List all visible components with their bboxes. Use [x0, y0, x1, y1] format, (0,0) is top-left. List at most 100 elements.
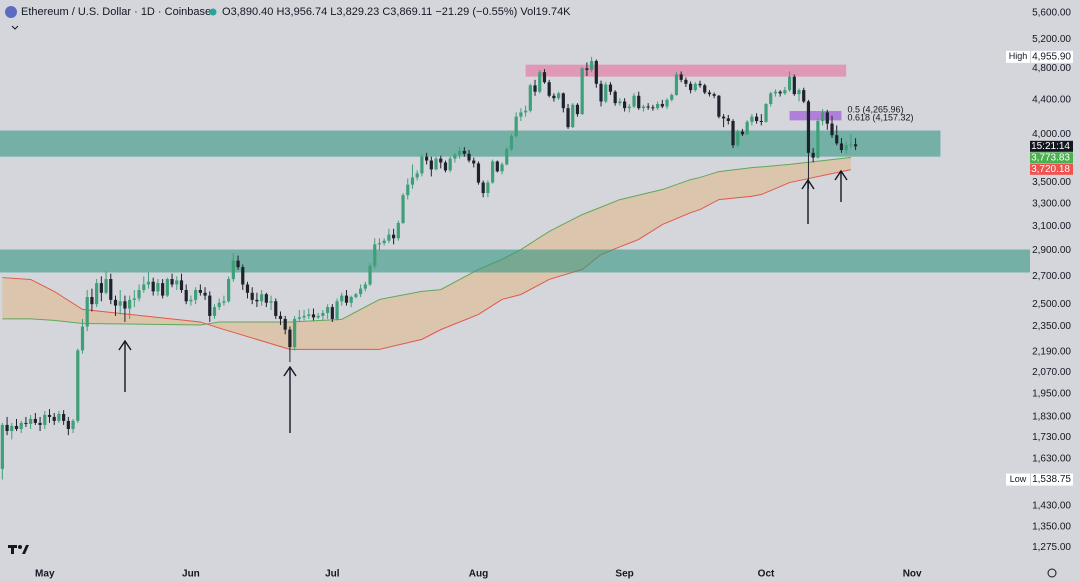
zone: [525, 64, 847, 77]
candle-body: [5, 424, 9, 432]
candle-body: [750, 116, 754, 122]
candle-body: [773, 91, 778, 94]
candle-body: [853, 144, 858, 147]
status-value: 3,956.74: [284, 6, 327, 18]
candle-body: [764, 103, 768, 122]
candle-body: [198, 289, 202, 293]
candle-body: [288, 329, 292, 348]
candle-body: [778, 91, 782, 94]
arrows: [118, 169, 848, 433]
settings-button[interactable]: [1047, 568, 1057, 578]
candle-body: [373, 244, 377, 266]
candle-body: [797, 90, 801, 95]
candle-body: [425, 156, 429, 161]
candle-body: [759, 120, 763, 122]
price-tag-label: 15:21:14: [1031, 141, 1070, 152]
collapse-chevron[interactable]: [11, 25, 19, 30]
candle-body: [118, 301, 122, 306]
candle-body: [335, 301, 339, 319]
candle-body: [707, 92, 712, 95]
candle-body: [29, 418, 33, 424]
candle-body: [646, 106, 650, 108]
candle-body: [443, 162, 448, 171]
y-tick-label: 1,430.00: [1032, 501, 1071, 512]
volume-key: Vol: [520, 6, 535, 18]
x-tick-label: Nov: [903, 569, 922, 580]
candle-body: [382, 240, 386, 244]
status-change: −21.29 (−0.55%): [435, 6, 517, 18]
x-tick-label: Aug: [469, 569, 488, 580]
candle-body: [674, 74, 679, 95]
volume-value: 19.74K: [536, 6, 572, 18]
candle-body: [491, 161, 495, 183]
candle-body: [519, 112, 523, 117]
candle-body: [406, 184, 410, 196]
candle-body: [736, 131, 740, 146]
candle-body: [278, 315, 283, 319]
candle-body: [585, 68, 589, 70]
cloud-line: [2, 169, 851, 350]
extreme-label: 1,538.75: [1032, 474, 1071, 485]
candle-body: [283, 318, 287, 330]
arrow-head: [834, 169, 848, 181]
candle-body: [839, 143, 844, 150]
candle-body: [825, 112, 829, 124]
candle-body: [302, 315, 306, 318]
extreme-label: 4,955.90: [1032, 51, 1071, 62]
candle-body: [66, 420, 70, 429]
status-key: C: [382, 6, 390, 18]
candle-body: [311, 314, 316, 318]
logo-part: [11, 545, 14, 554]
candle-body: [613, 91, 617, 104]
candle-body: [128, 299, 132, 309]
candle-body: [802, 90, 806, 102]
candle-body: [618, 101, 622, 104]
candle-body: [241, 267, 245, 285]
candle-body: [514, 116, 518, 137]
candle-body: [401, 195, 405, 223]
candle-body: [99, 283, 103, 293]
candle-body: [62, 413, 66, 421]
candle-body: [297, 317, 301, 319]
price-tag: [1030, 163, 1073, 175]
status-line: O3,890.40 H3,956.74 L3,829.23 C3,869.11 …: [222, 6, 571, 18]
candle-body: [90, 297, 94, 305]
candle-body: [330, 307, 334, 319]
extreme-box: [1031, 50, 1073, 63]
candle-body: [410, 177, 415, 185]
candle-body: [495, 161, 499, 172]
candle-body: [830, 123, 834, 136]
candle-body: [175, 280, 179, 285]
candle-body: [392, 234, 396, 239]
candles-layer: [0, 56, 858, 480]
status-value: 3,829.23: [336, 6, 379, 18]
candle-body: [754, 116, 759, 121]
candle-body: [557, 93, 561, 99]
candle-body: [274, 301, 278, 316]
y-tick-label: 2,350.00: [1032, 321, 1071, 332]
candle-body: [142, 284, 146, 290]
zone: [0, 130, 941, 157]
candle-body: [542, 72, 547, 83]
status-value: 3,869.11: [390, 6, 432, 18]
candle-body: [434, 158, 438, 170]
candle-body: [641, 106, 646, 109]
y-tick-label: 2,900.00: [1032, 245, 1071, 256]
y-tick-label: 1,950.00: [1032, 389, 1071, 400]
candle-body: [590, 60, 594, 70]
candle-body: [458, 150, 462, 155]
price-tag: [1030, 140, 1073, 152]
candle-body: [236, 260, 240, 268]
candle-body: [52, 416, 56, 421]
candle-body: [637, 95, 641, 109]
extreme-key-box: [1006, 50, 1030, 63]
candle-body: [170, 279, 174, 285]
candle-body: [264, 294, 268, 303]
price-tag-label: 3,773.83: [1031, 152, 1070, 163]
candle-body: [712, 94, 716, 96]
candle-body: [260, 294, 264, 302]
candle-body: [429, 160, 433, 170]
candle-body: [203, 292, 207, 296]
x-tick-label: May: [35, 569, 55, 580]
